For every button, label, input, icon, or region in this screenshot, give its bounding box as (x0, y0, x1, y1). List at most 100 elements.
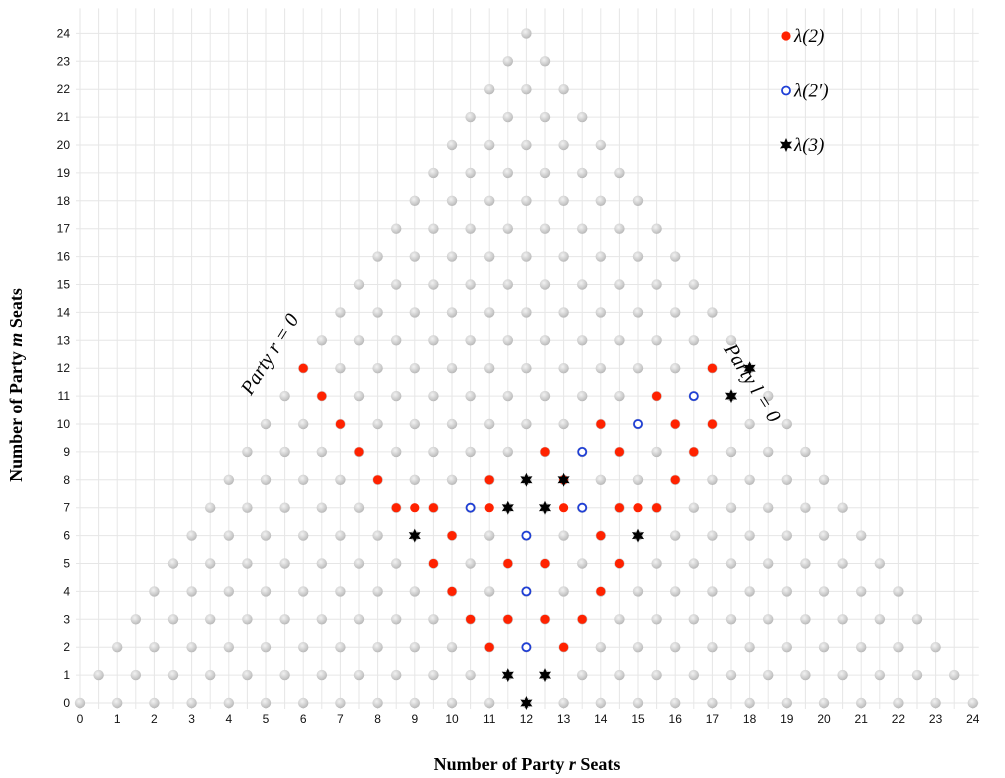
background-point (409, 363, 420, 374)
background-point (632, 363, 644, 374)
background-point (391, 446, 402, 458)
x-tick-label: 19 (780, 712, 794, 726)
background-point (167, 614, 179, 625)
background-point (298, 642, 309, 653)
background-point (893, 586, 904, 597)
background-point (707, 307, 718, 318)
background-point (484, 307, 495, 318)
background-point (893, 697, 904, 709)
series-2-point (631, 528, 645, 543)
background-point (372, 251, 383, 262)
x-ticks: 0 1 2 3 4 5 6 7 8 9 10 11 12 13 14 15 16 17 18 19 20 21 22 23 24 (77, 712, 980, 726)
series-2-point (408, 528, 421, 543)
background-point (744, 474, 755, 485)
background-point (353, 279, 365, 290)
background-point (409, 195, 420, 206)
background-point (298, 586, 309, 597)
x-tick-label: 23 (929, 712, 943, 726)
background-point (428, 614, 439, 625)
background-point (465, 558, 476, 569)
series-0-point (373, 475, 383, 485)
x-tick-label: 18 (743, 712, 757, 726)
background-point (223, 530, 234, 541)
legend-label: λ(3) (793, 135, 824, 156)
background-point (744, 586, 755, 597)
background-point (558, 251, 569, 262)
y-tick-label: 23 (57, 54, 71, 68)
series-0-point (428, 558, 438, 569)
background-point (335, 474, 346, 485)
background-point (298, 697, 309, 709)
background-point (707, 586, 718, 597)
background-point (614, 279, 625, 290)
background-point (465, 335, 476, 346)
background-point (428, 669, 439, 681)
background-point (335, 307, 346, 318)
x-tick-label: 22 (892, 712, 906, 726)
background-point (353, 614, 365, 625)
background-point (446, 195, 458, 206)
background-point (688, 614, 699, 625)
background-point (577, 167, 588, 179)
background-point (260, 418, 272, 430)
background-point (484, 530, 495, 541)
background-point (223, 642, 234, 653)
background-point (670, 530, 681, 541)
background-point (260, 530, 272, 541)
x-tick-label: 1 (114, 712, 121, 726)
background-point (688, 669, 699, 681)
background-point (298, 474, 309, 485)
background-point (409, 307, 420, 318)
background-point (595, 363, 606, 374)
legend-marker (779, 138, 793, 152)
background-point (651, 223, 662, 234)
background-point (372, 642, 383, 653)
series-0-point (596, 419, 606, 429)
background-point (521, 139, 532, 151)
background-point (670, 307, 681, 318)
background-point (149, 586, 160, 597)
background-point (539, 279, 551, 290)
background-point (558, 697, 569, 709)
background-point (223, 586, 234, 597)
background-point (688, 558, 699, 569)
y-tick-label: 21 (57, 110, 71, 124)
series-0-point (652, 391, 662, 401)
series-2-point (743, 361, 756, 376)
background-point (428, 446, 439, 458)
y-tick-label: 14 (57, 305, 71, 319)
background-point (465, 167, 476, 179)
background-point (911, 614, 923, 625)
background-point (465, 446, 476, 458)
background-point (298, 418, 309, 430)
background-point (651, 335, 662, 346)
background-point (391, 279, 402, 290)
background-point (112, 642, 123, 653)
legend-marker (781, 85, 791, 96)
y-tick-label: 1 (63, 668, 70, 682)
background-point (502, 56, 513, 67)
background-point (391, 614, 402, 625)
background-point (837, 558, 848, 569)
background-point (502, 335, 513, 346)
background-point (837, 614, 848, 625)
series-0-point (391, 503, 401, 513)
x-tick-label: 13 (557, 712, 571, 726)
background-point (502, 390, 513, 402)
x-tick-label: 20 (817, 712, 831, 726)
background-point (316, 502, 327, 513)
background-point (279, 558, 290, 569)
background-point (409, 418, 420, 430)
series-0-point (466, 614, 476, 624)
background-point (763, 446, 774, 458)
background-point (651, 669, 662, 681)
series-layer (298, 361, 756, 710)
x-tick-label: 9 (411, 712, 418, 726)
background-point (372, 586, 383, 597)
background-point (112, 697, 123, 709)
background-point (521, 363, 532, 374)
x-tick-label: 24 (966, 712, 980, 726)
background-point (428, 390, 439, 402)
background-point (856, 642, 867, 653)
background-point (391, 335, 402, 346)
